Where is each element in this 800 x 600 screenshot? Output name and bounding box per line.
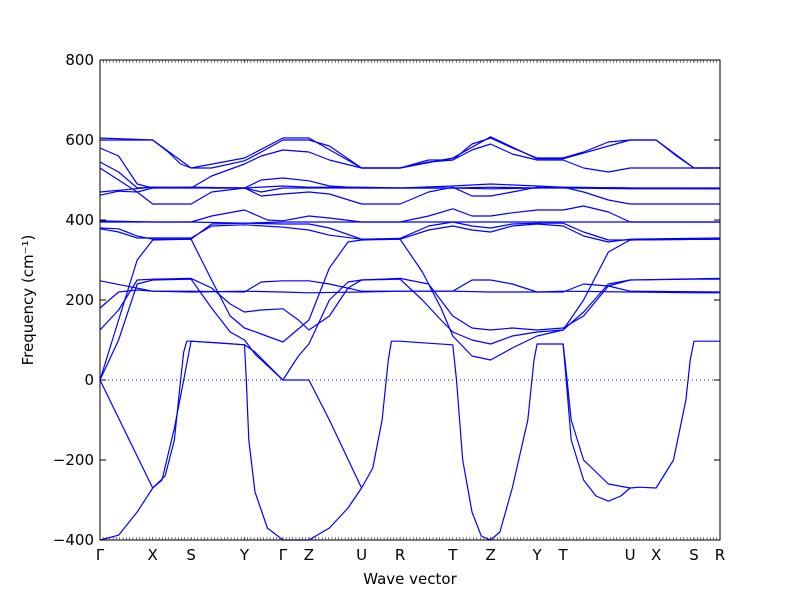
y-tick-label: 0 — [84, 371, 94, 389]
x-tick-label: X — [148, 546, 158, 564]
x-tick-label: R — [715, 546, 725, 564]
phonon-band-16 — [99, 161, 720, 193]
x-tick-label: T — [558, 546, 569, 564]
phonon-band-5 — [99, 238, 721, 381]
y-tick-label: −400 — [53, 531, 94, 549]
y-tick-label: 200 — [65, 291, 94, 309]
x-tick-label: Z — [485, 546, 495, 564]
phonon-band-4 — [99, 278, 720, 381]
plot-frame — [99, 59, 721, 541]
y-axis-label: Frequency (cm⁻¹) — [19, 235, 37, 366]
phonon-band-7 — [99, 289, 720, 309]
x-tick-label: U — [356, 546, 367, 564]
phonon-band-3 — [562, 343, 631, 502]
y-tick-label: 400 — [65, 211, 94, 229]
y-tick-label: 600 — [65, 131, 94, 149]
phonon-band-2 — [99, 340, 363, 541]
q-point-sample-ticks — [99, 60, 721, 540]
x-tick-label: U — [625, 546, 636, 564]
phonon-band-8 — [99, 279, 721, 293]
x-tick-label: X — [651, 546, 661, 564]
phonon-band-1 — [99, 340, 720, 541]
plot-area — [99, 60, 721, 541]
x-axis-label: Wave vector — [363, 570, 457, 588]
x-tick-label: S — [186, 546, 196, 564]
phonon-band-18 — [100, 137, 720, 169]
y-tick-label: 800 — [65, 51, 94, 69]
x-tick-label: R — [395, 546, 405, 564]
phonon-band-13 — [99, 186, 720, 205]
phonon-band-9 — [99, 223, 721, 243]
x-tick-label: T — [447, 546, 458, 564]
phonon-band-10 — [99, 221, 721, 241]
phonon-band-11 — [99, 205, 720, 223]
x-tick-label: Y — [239, 546, 250, 564]
x-tick-label: Z — [304, 546, 314, 564]
phonon-band-19 — [99, 136, 720, 169]
x-tick-label: Γ — [279, 546, 288, 564]
y-tick-label: −200 — [53, 451, 94, 469]
phonon-band-6 — [99, 277, 721, 331]
x-tick-label: Y — [532, 546, 543, 564]
phonon-band-12 — [100, 221, 720, 224]
x-tick-label: S — [689, 546, 699, 564]
x-tick-label: Γ — [96, 546, 105, 564]
